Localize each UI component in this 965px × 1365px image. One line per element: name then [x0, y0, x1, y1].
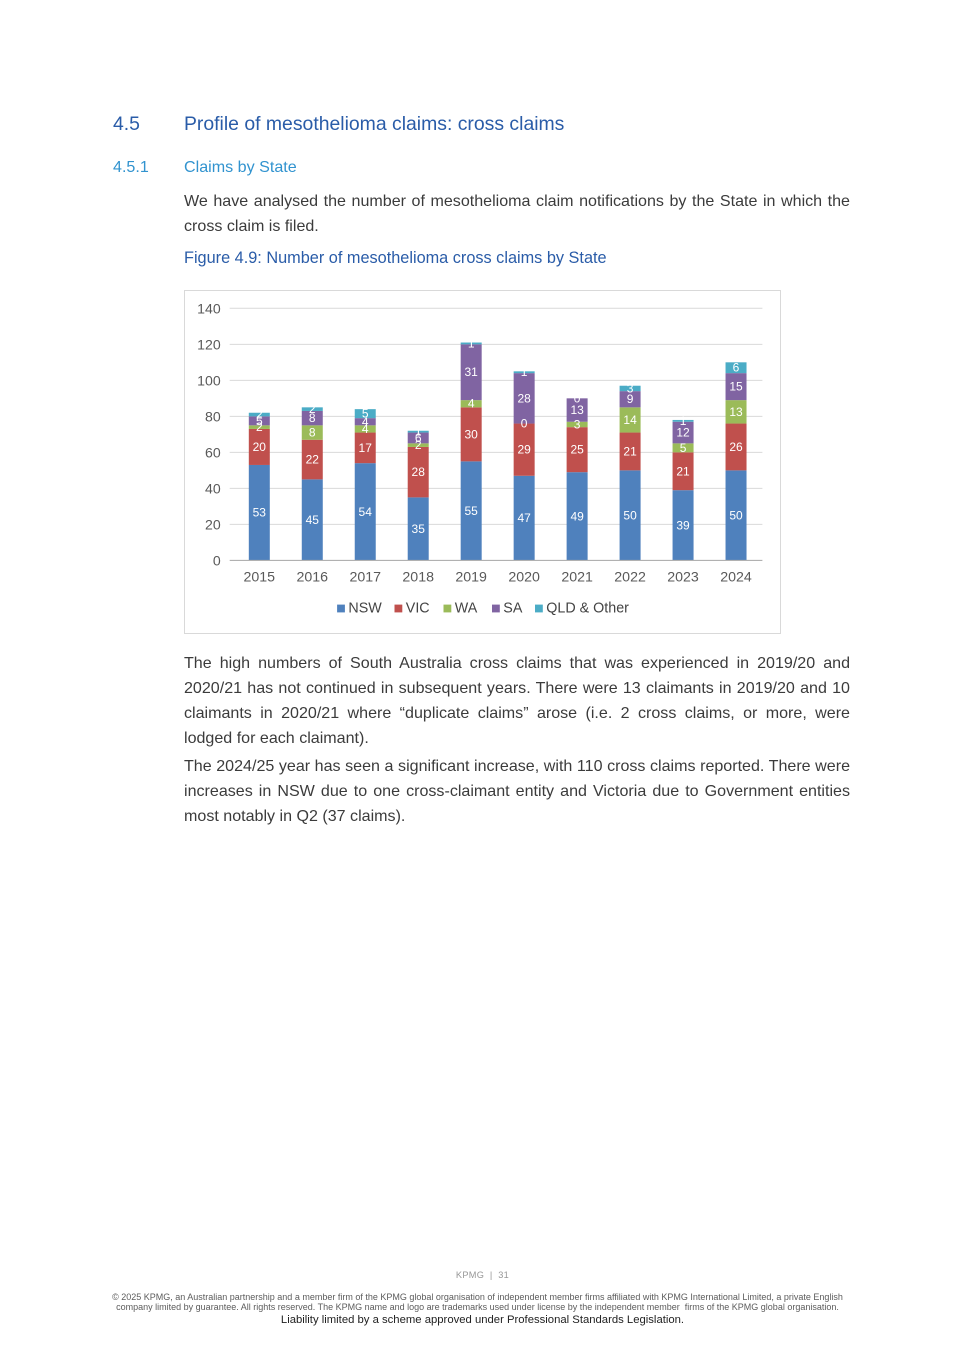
svg-text:28: 28 — [517, 391, 531, 405]
svg-text:30: 30 — [465, 427, 479, 441]
svg-text:WA: WA — [455, 601, 478, 617]
svg-text:2: 2 — [309, 402, 316, 416]
svg-text:15: 15 — [729, 380, 743, 394]
svg-text:SA: SA — [503, 601, 523, 617]
svg-text:14: 14 — [623, 413, 637, 427]
svg-text:12: 12 — [676, 426, 690, 440]
svg-text:53: 53 — [253, 506, 267, 520]
svg-text:20: 20 — [205, 516, 221, 532]
svg-text:2022: 2022 — [614, 569, 646, 585]
svg-text:40: 40 — [205, 480, 221, 496]
svg-text:31: 31 — [465, 365, 479, 379]
svg-text:120: 120 — [197, 336, 221, 352]
svg-text:80: 80 — [205, 408, 221, 424]
svg-text:NSW: NSW — [348, 601, 382, 617]
svg-text:2020: 2020 — [508, 569, 540, 585]
svg-text:9: 9 — [627, 392, 634, 406]
svg-text:140: 140 — [197, 300, 221, 316]
svg-text:6: 6 — [415, 431, 422, 445]
svg-text:1: 1 — [415, 425, 422, 439]
svg-text:2017: 2017 — [349, 569, 381, 585]
svg-text:2021: 2021 — [561, 569, 593, 585]
svg-text:21: 21 — [623, 444, 637, 458]
svg-text:55: 55 — [465, 504, 479, 518]
svg-text:5: 5 — [256, 414, 263, 428]
svg-text:2024: 2024 — [720, 569, 752, 585]
svg-text:0: 0 — [521, 417, 528, 431]
svg-text:2: 2 — [415, 438, 422, 452]
svg-text:8: 8 — [309, 426, 316, 440]
svg-text:49: 49 — [570, 509, 584, 523]
svg-text:22: 22 — [306, 453, 320, 467]
svg-text:13: 13 — [729, 405, 743, 419]
svg-text:26: 26 — [729, 440, 743, 454]
svg-text:2023: 2023 — [667, 569, 699, 585]
svg-text:45: 45 — [306, 513, 320, 527]
svg-text:VIC: VIC — [406, 601, 430, 617]
svg-text:0: 0 — [574, 391, 581, 405]
svg-text:21: 21 — [676, 464, 690, 478]
svg-text:2019: 2019 — [455, 569, 487, 585]
svg-text:39: 39 — [676, 518, 690, 532]
svg-text:3: 3 — [574, 417, 581, 431]
svg-text:28: 28 — [412, 465, 426, 479]
svg-text:20: 20 — [253, 440, 267, 454]
svg-text:5: 5 — [362, 407, 369, 421]
svg-text:8: 8 — [309, 411, 316, 425]
svg-text:4: 4 — [468, 397, 475, 411]
svg-text:50: 50 — [623, 508, 637, 522]
svg-text:17: 17 — [359, 441, 373, 455]
svg-text:2: 2 — [256, 408, 263, 422]
svg-text:100: 100 — [197, 372, 221, 388]
svg-text:6: 6 — [733, 361, 740, 375]
svg-text:1: 1 — [521, 365, 528, 379]
svg-text:2016: 2016 — [296, 569, 328, 585]
svg-text:QLD & Other: QLD & Other — [546, 601, 629, 617]
svg-text:0: 0 — [213, 552, 221, 568]
svg-text:1: 1 — [680, 414, 687, 428]
svg-text:54: 54 — [359, 505, 373, 519]
svg-text:1: 1 — [468, 336, 475, 350]
svg-text:29: 29 — [517, 443, 531, 457]
svg-text:35: 35 — [412, 522, 426, 536]
svg-text:4: 4 — [362, 422, 369, 436]
svg-text:25: 25 — [570, 443, 584, 457]
svg-text:4: 4 — [362, 415, 369, 429]
svg-text:13: 13 — [570, 403, 584, 417]
svg-text:47: 47 — [517, 511, 531, 525]
svg-text:5: 5 — [680, 441, 687, 455]
svg-text:60: 60 — [205, 444, 221, 460]
svg-text:2: 2 — [256, 420, 263, 434]
svg-text:3: 3 — [627, 381, 634, 395]
svg-text:50: 50 — [729, 508, 743, 522]
svg-text:2015: 2015 — [244, 569, 276, 585]
svg-text:2018: 2018 — [402, 569, 434, 585]
